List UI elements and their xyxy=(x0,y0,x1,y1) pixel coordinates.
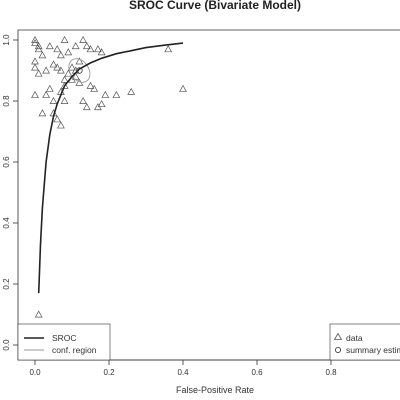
data-point xyxy=(34,69,43,77)
data-point xyxy=(71,72,80,80)
data-point xyxy=(179,84,187,92)
data-point xyxy=(31,35,39,43)
y-tick-label-2: 0.4 xyxy=(2,217,11,229)
legend-data-swatch xyxy=(333,332,343,340)
legend-summary-swatch xyxy=(334,346,341,353)
data-point xyxy=(42,66,50,74)
sroc-curve-layer xyxy=(37,42,184,294)
data-point xyxy=(79,96,87,104)
data-point xyxy=(86,81,95,89)
data-point xyxy=(164,45,173,53)
x-tick-label-0: 0.0 xyxy=(29,368,41,377)
data-point xyxy=(53,115,62,123)
data-point xyxy=(57,66,65,74)
data-point xyxy=(60,96,69,104)
y-tick-label-1: 0.2 xyxy=(2,278,11,290)
data-point xyxy=(97,100,106,108)
data-point xyxy=(31,63,39,71)
data-point xyxy=(38,51,47,59)
y-tick-label-3: 0.6 xyxy=(2,156,11,168)
y-tick-label-5: 1.0 xyxy=(2,34,11,46)
data-point xyxy=(82,103,91,111)
data-points xyxy=(31,35,187,318)
legend-data-label: data xyxy=(346,333,363,343)
data-point xyxy=(53,45,62,53)
x-tick-label-2: 0.4 xyxy=(177,368,189,377)
data-point xyxy=(71,42,80,50)
data-point xyxy=(53,63,62,71)
data-point xyxy=(31,90,39,98)
legend-conf-region-label: conf. region xyxy=(52,345,97,355)
chart-title: SROC Curve (Bivariate Model) xyxy=(129,0,301,12)
data-point xyxy=(86,45,95,53)
data-point xyxy=(49,96,58,104)
y-tick-label-0: 0.0 xyxy=(2,339,11,351)
data-point xyxy=(60,35,69,43)
legend-right-box xyxy=(329,323,400,361)
data-point xyxy=(75,57,84,65)
data-point xyxy=(34,42,43,50)
legend-summary-label: summary estimate xyxy=(346,345,400,355)
data-point xyxy=(112,90,121,98)
data-point xyxy=(68,63,76,71)
legend-left-box xyxy=(17,323,111,361)
data-point xyxy=(64,48,73,56)
data-point xyxy=(57,121,65,129)
x-tick-label-4: 0.8 xyxy=(325,368,337,377)
data-point xyxy=(34,310,43,318)
x-tick-label-3: 0.6 xyxy=(251,368,263,377)
data-point xyxy=(45,84,54,92)
legend-left: SROC conf. region xyxy=(17,323,111,361)
x-tick-label-1: 0.2 xyxy=(103,368,115,377)
data-point xyxy=(90,84,99,92)
legend-right: data summary estimate xyxy=(329,323,400,361)
data-point xyxy=(38,109,47,117)
y-tick-label-4: 0.8 xyxy=(2,95,11,107)
data-point xyxy=(79,35,87,43)
legend-sroc-label: SROC xyxy=(52,333,77,343)
data-point xyxy=(45,42,54,50)
data-point xyxy=(57,51,65,59)
data-point xyxy=(31,39,39,47)
data-point xyxy=(60,81,69,89)
x-axis-label: False-Positive Rate xyxy=(176,385,254,395)
data-point xyxy=(49,60,58,68)
sroc-curve xyxy=(37,42,184,294)
y-axis: 0.0 0.2 0.4 0.6 0.8 1.0 xyxy=(2,34,18,351)
data-point xyxy=(101,90,110,98)
data-point xyxy=(127,87,136,95)
data-point xyxy=(97,48,106,56)
summary-estimate-layer xyxy=(76,67,83,74)
summary-estimate-point xyxy=(76,67,83,74)
data-point xyxy=(82,42,91,50)
data-point xyxy=(42,90,50,98)
data-point xyxy=(94,45,102,53)
